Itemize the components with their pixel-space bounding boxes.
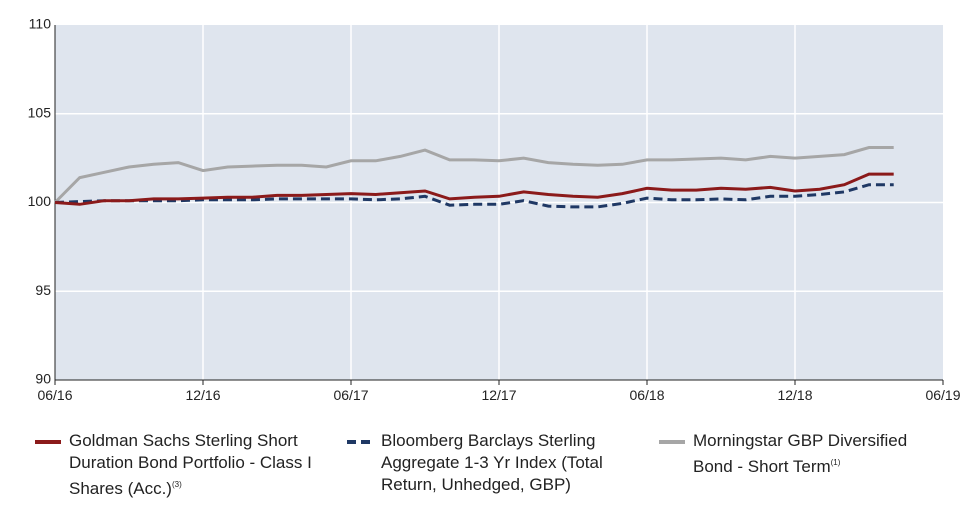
legend-text: Goldman Sachs Sterling Short Duration Bo… bbox=[69, 431, 312, 498]
y-tick-label: 95 bbox=[35, 282, 51, 298]
legend-label: Goldman Sachs Sterling Short Duration Bo… bbox=[69, 430, 319, 500]
legend: Goldman Sachs Sterling Short Duration Bo… bbox=[35, 430, 965, 500]
x-tick-label: 06/17 bbox=[333, 387, 368, 403]
y-tick-label: 110 bbox=[29, 16, 52, 32]
legend-text: Bloomberg Barclays Sterling Aggregate 1-… bbox=[381, 431, 603, 494]
x-tick-label: 12/16 bbox=[185, 387, 220, 403]
x-tick-label: 12/18 bbox=[777, 387, 812, 403]
legend-item: Morningstar GBP Diversified Bond - Short… bbox=[659, 430, 943, 500]
legend-swatch bbox=[347, 440, 373, 444]
x-tick-label: 06/16 bbox=[37, 387, 72, 403]
y-tick-label: 90 bbox=[35, 371, 51, 387]
legend-label: Morningstar GBP Diversified Bond - Short… bbox=[693, 430, 943, 478]
chart: 90 95 100 105 110 06/16 12/16 06/17 12/17 06/18 12… bbox=[28, 16, 961, 403]
legend-text: Morningstar GBP Diversified Bond - Short… bbox=[693, 431, 908, 476]
y-tick-label: 105 bbox=[28, 104, 52, 120]
legend-swatch bbox=[659, 440, 685, 444]
legend-swatch bbox=[35, 440, 61, 444]
x-tick-label: 06/19 bbox=[925, 387, 960, 403]
series-line bbox=[53, 146, 894, 204]
legend-footnote: (1) bbox=[830, 458, 841, 467]
legend-label: Bloomberg Barclays Sterling Aggregate 1-… bbox=[381, 430, 631, 496]
series-line bbox=[54, 172, 894, 206]
legend-item: Bloomberg Barclays Sterling Aggregate 1-… bbox=[347, 430, 631, 500]
legend-item: Goldman Sachs Sterling Short Duration Bo… bbox=[35, 430, 319, 500]
y-tick-label: 100 bbox=[28, 193, 52, 209]
x-tick-label: 12/17 bbox=[481, 387, 516, 403]
series-line bbox=[54, 183, 894, 209]
x-tick-label: 06/18 bbox=[629, 387, 664, 403]
legend-footnote: (3) bbox=[171, 480, 182, 489]
